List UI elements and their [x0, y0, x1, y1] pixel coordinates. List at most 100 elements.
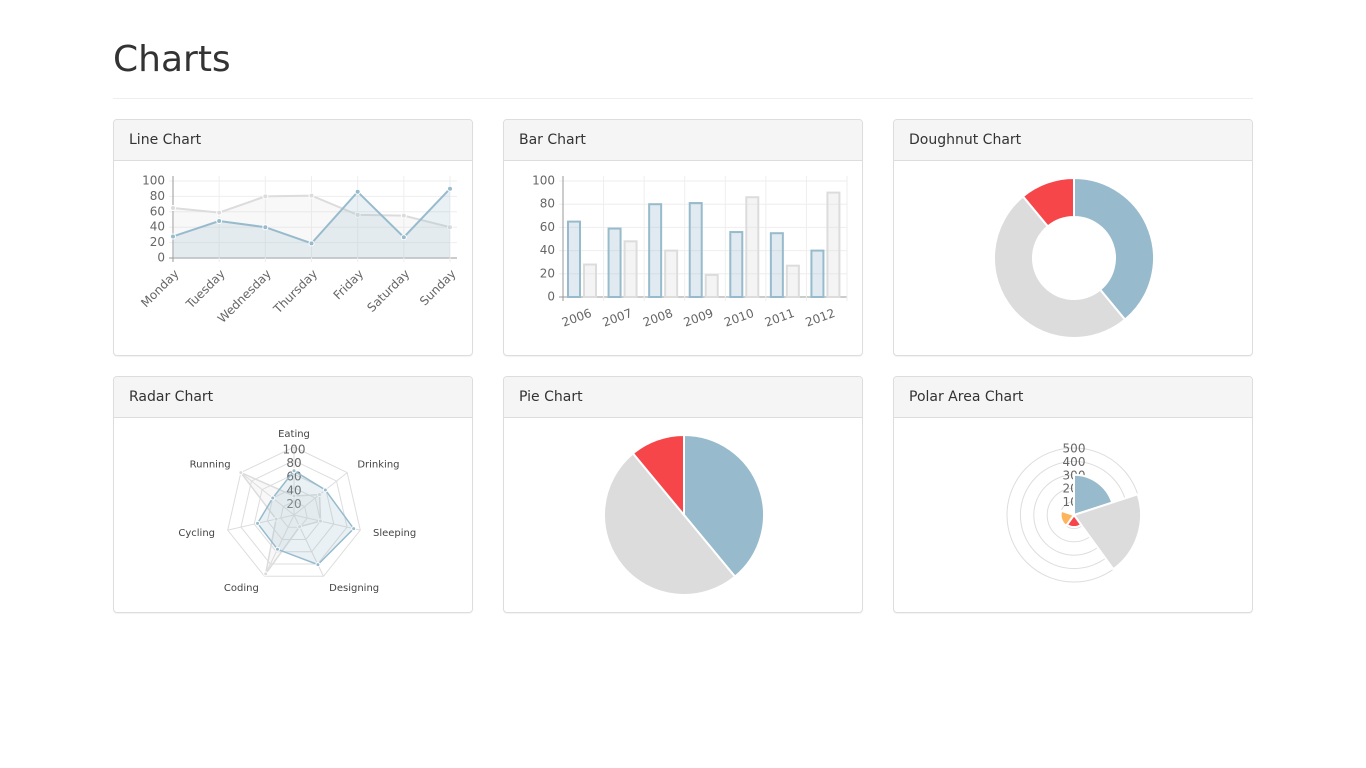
y-tick-label: 60 — [150, 204, 165, 218]
polar-segment — [1072, 493, 1142, 571]
x-tick-label: 2006 — [560, 306, 593, 330]
point — [400, 234, 407, 241]
y-tick-label: 20 — [150, 235, 165, 249]
page-title: Charts — [113, 39, 231, 80]
point-label: Eating — [278, 429, 310, 440]
point — [238, 470, 244, 476]
point — [308, 240, 315, 247]
point — [216, 218, 223, 225]
slice — [1073, 176, 1155, 322]
panel-title: Doughnut Chart — [894, 120, 1252, 161]
point — [297, 524, 303, 530]
bar — [704, 273, 719, 298]
bar — [810, 249, 825, 298]
spoke — [240, 472, 295, 516]
point — [262, 193, 269, 200]
area — [173, 195, 450, 258]
point-label: Sleeping — [373, 528, 416, 539]
point — [308, 192, 315, 199]
bar — [745, 196, 760, 299]
x-tick-label: Sunday — [417, 267, 459, 309]
spoke — [293, 514, 361, 531]
panel: Doughnut Chart — [893, 119, 1253, 356]
bar — [567, 220, 581, 298]
radar-area — [256, 469, 355, 566]
panel-title: Line Chart — [114, 120, 472, 161]
grid-ring — [266, 487, 322, 541]
y-tick-label: 80 — [286, 456, 301, 470]
y-tick-label: 80 — [540, 197, 555, 211]
x-tick-label: Thursday — [270, 267, 320, 317]
grid-ring — [240, 460, 348, 565]
y-tick-label: 100 — [142, 174, 165, 188]
panel-title: Radar Chart — [114, 377, 472, 418]
bar — [583, 263, 597, 298]
y-tick-label: 400 — [1063, 455, 1086, 469]
point — [170, 233, 176, 240]
y-tick-label: 500 — [1063, 442, 1086, 456]
point — [170, 204, 176, 211]
spoke — [264, 514, 295, 577]
bar — [785, 264, 800, 298]
y-tick-label: 40 — [150, 220, 165, 234]
point-label: Designing — [329, 583, 379, 594]
grid-ring — [280, 500, 308, 528]
slice — [631, 433, 685, 518]
point — [216, 209, 223, 216]
y-tick-label: 100 — [532, 174, 555, 188]
point — [400, 212, 407, 219]
y-tick-label: 0 — [157, 251, 165, 265]
bar — [688, 202, 703, 298]
point — [315, 562, 321, 568]
bar — [648, 203, 663, 299]
slice — [993, 194, 1127, 339]
point — [255, 520, 261, 526]
point — [270, 495, 276, 501]
x-tick-label: Saturday — [364, 267, 412, 315]
area — [173, 188, 450, 258]
bar — [664, 249, 679, 298]
bar — [607, 227, 622, 298]
point-label: Drinking — [357, 459, 399, 470]
panel: Bar Chart 0 20 40 60 80 100 2006 2007 2008 2009 201… — [503, 119, 863, 356]
point-label: Coding — [224, 583, 259, 594]
slice — [683, 433, 765, 579]
bar — [623, 240, 638, 298]
x-tick-label: 2009 — [682, 306, 715, 330]
x-tick-label: 2011 — [763, 306, 796, 330]
point — [291, 493, 297, 499]
point-label: Running — [190, 459, 231, 470]
point — [354, 188, 361, 195]
divider — [113, 98, 1253, 99]
grid-ring — [253, 473, 335, 553]
point — [291, 468, 297, 474]
y-tick-label: 80 — [150, 189, 165, 203]
bar — [826, 191, 841, 299]
point — [274, 546, 280, 552]
y-tick-label: 0 — [547, 290, 555, 304]
panel-title: Polar Area Chart — [894, 377, 1252, 418]
point — [447, 224, 453, 231]
point — [322, 487, 328, 493]
chart-grid: Line Chart 0 20 40 60 80 100 Monday Tuesday Wedne… — [113, 119, 1253, 613]
point — [262, 224, 269, 231]
chart: Eating Drinking Sleeping Designing Coding Cyc… — [178, 429, 416, 594]
panel: Line Chart 0 20 40 60 80 100 Monday Tuesday Wedne… — [113, 119, 473, 356]
grid-ring — [227, 446, 361, 577]
spoke — [227, 514, 295, 531]
bar — [769, 232, 784, 298]
chart: 100200300400500 — [1006, 442, 1142, 583]
point — [273, 516, 279, 522]
panel: Polar Area Chart 100200300400500 — [893, 376, 1253, 613]
panel-title: Pie Chart — [504, 377, 862, 418]
panel: Radar Chart Eating Drinking Sleeping Designi… — [113, 376, 473, 613]
point-label: Cycling — [178, 528, 215, 539]
x-tick-label: Friday — [331, 267, 367, 303]
panel-title: Bar Chart — [504, 120, 862, 161]
chart — [993, 176, 1155, 339]
radar-area — [238, 470, 322, 575]
x-tick-label: 2007 — [601, 306, 634, 330]
x-tick-label: 2008 — [641, 306, 674, 330]
